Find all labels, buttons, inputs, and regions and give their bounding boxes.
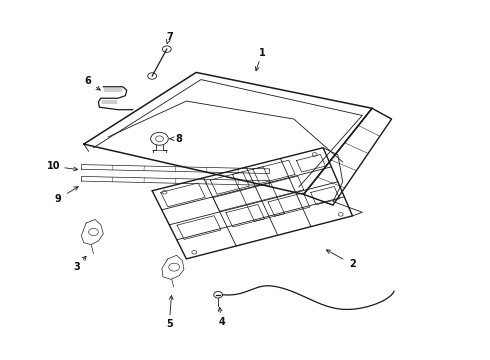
Text: 3: 3 [73,262,80,272]
Text: 6: 6 [84,76,91,86]
Text: 5: 5 [166,319,172,329]
Text: 8: 8 [175,134,182,144]
Text: 10: 10 [47,161,60,171]
Text: 9: 9 [55,194,62,204]
Text: 7: 7 [166,32,172,41]
Text: 4: 4 [218,317,225,327]
Text: 2: 2 [349,259,356,269]
Text: 1: 1 [259,48,266,58]
